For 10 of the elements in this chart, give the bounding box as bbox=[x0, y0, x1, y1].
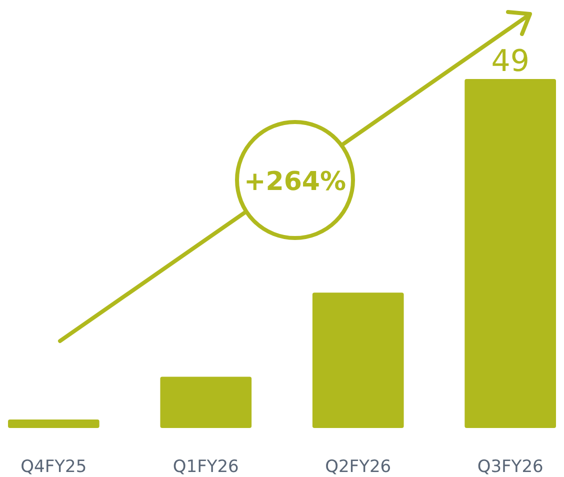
x-tick-label: Q3FY26 bbox=[477, 457, 544, 477]
annotation: +264% bbox=[244, 167, 346, 197]
x-tick-label: Q1FY26 bbox=[172, 457, 239, 477]
bar bbox=[464, 79, 556, 428]
data-label: 49 bbox=[491, 44, 530, 79]
bar bbox=[8, 419, 100, 428]
bar bbox=[160, 376, 252, 428]
x-tick-label: Q4FY25 bbox=[20, 457, 87, 477]
x-tick-label: Q2FY26 bbox=[325, 457, 392, 477]
bar bbox=[312, 292, 404, 428]
